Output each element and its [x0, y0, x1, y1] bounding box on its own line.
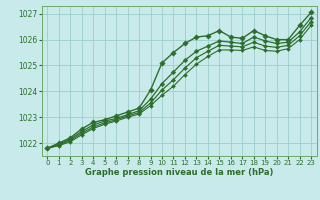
X-axis label: Graphe pression niveau de la mer (hPa): Graphe pression niveau de la mer (hPa): [85, 168, 273, 177]
